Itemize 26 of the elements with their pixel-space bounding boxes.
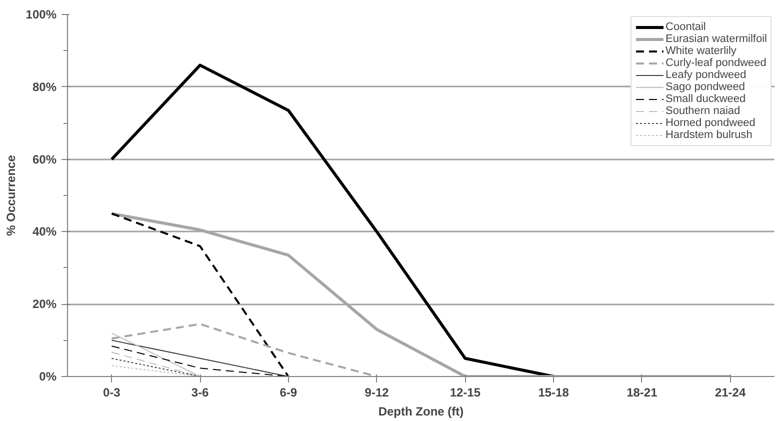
y-axis-title: % Occurrence	[4, 154, 18, 236]
legend-label: Southern naiad	[666, 105, 740, 117]
y-tick-label: 80%	[32, 80, 57, 94]
legend-label: Small duckweed	[666, 93, 746, 105]
legend-label: Leafy pondweed	[666, 69, 746, 81]
legend-label: Coontail	[666, 21, 706, 33]
y-tick-label: 60%	[32, 152, 57, 166]
y-tick-label: 40%	[32, 224, 57, 239]
legend-label: Horned pondweed	[666, 117, 756, 129]
legend-label: White waterlily	[666, 45, 736, 57]
legend-label: Hardstem bulrush	[666, 129, 752, 141]
x-tick-label: 9-12	[364, 386, 390, 400]
legend-label: Curly-leaf pondweed	[666, 57, 766, 69]
y-tick-label: 100%	[26, 8, 57, 22]
legend-label: Sago pondweed	[666, 81, 746, 93]
x-axis-title: Depth Zone (ft)	[378, 404, 464, 418]
x-tick-label: 15-18	[538, 386, 570, 400]
x-tick-label: 12-15	[450, 386, 481, 400]
x-tick-label: 18-21	[626, 386, 658, 400]
y-tick-label: 0%	[39, 370, 57, 384]
x-tick-label: 21-24	[714, 386, 746, 400]
x-tick-label: 6-9	[280, 386, 298, 400]
x-tick-label: 0-3	[103, 386, 121, 400]
x-tick-label: 3-6	[191, 386, 210, 400]
y-tick-label: 20%	[32, 297, 57, 312]
legend-label: Eurasian watermilfoil	[666, 33, 767, 45]
